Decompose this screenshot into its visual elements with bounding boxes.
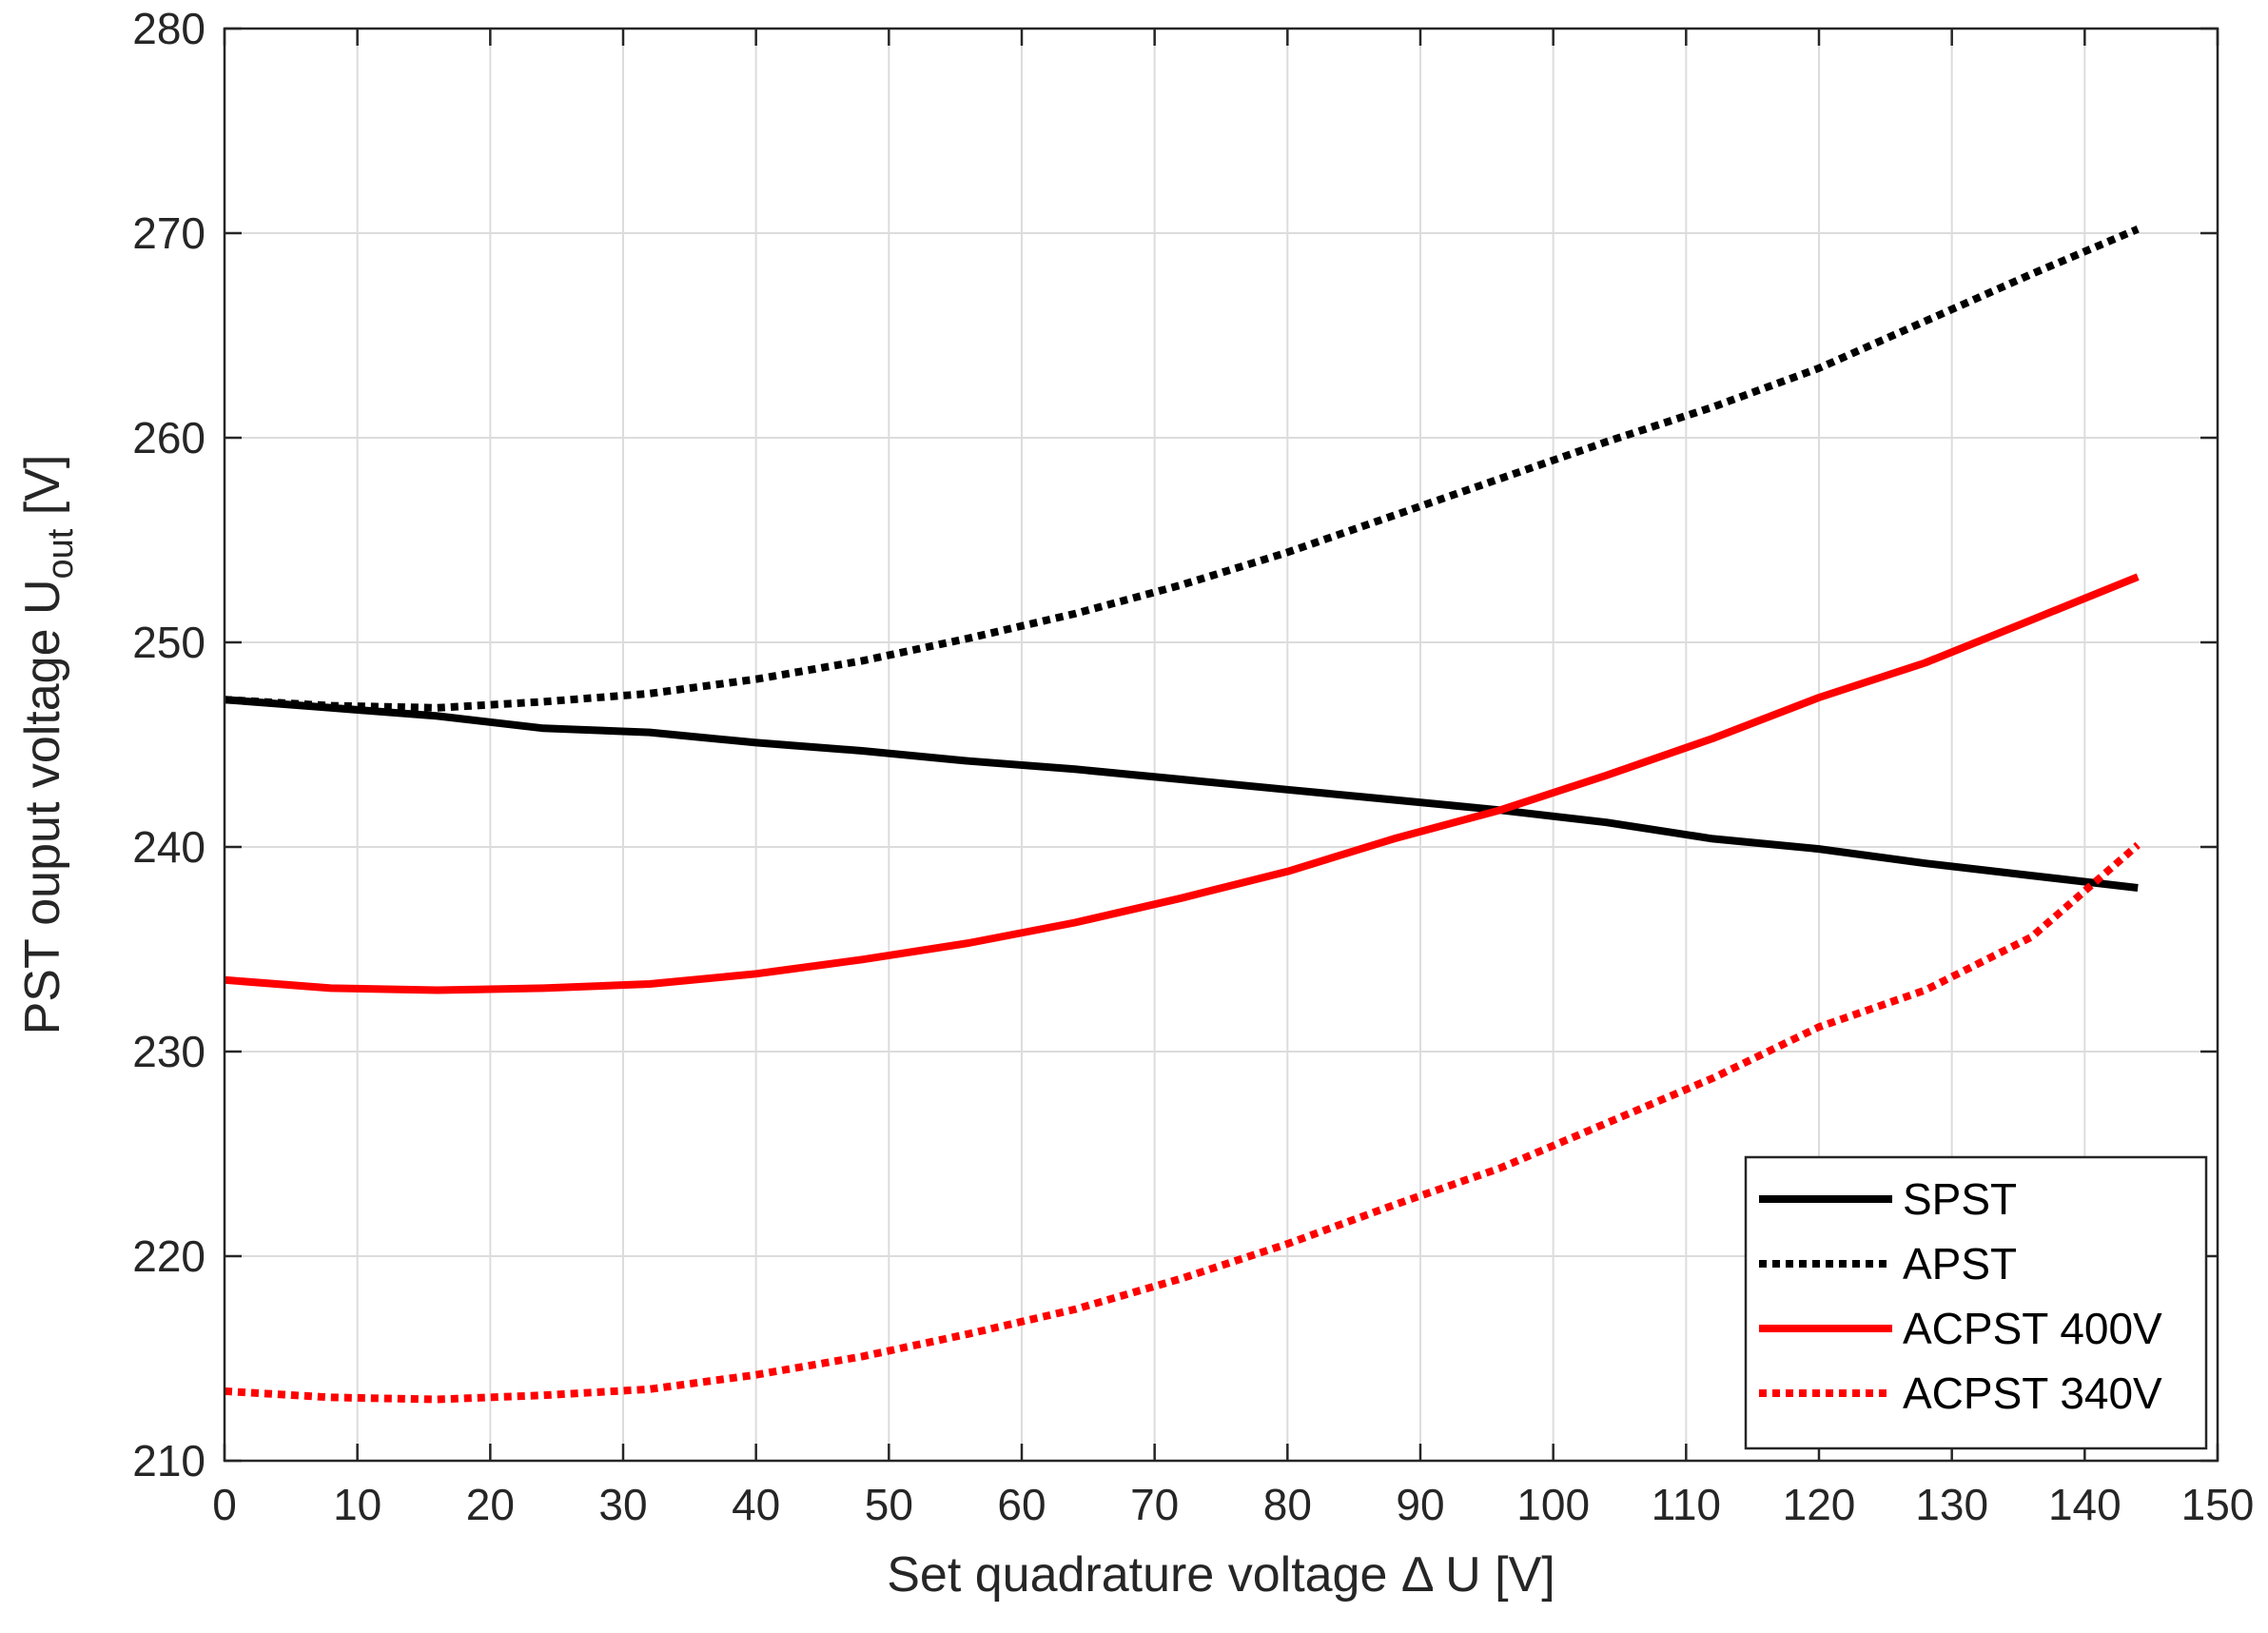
x-tick-label: 70 [1130,1480,1179,1529]
y-tick-label: 280 [132,4,205,53]
x-tick-label: 50 [865,1480,913,1529]
x-tick-label: 90 [1396,1480,1444,1529]
axis-ticks [223,27,2219,1463]
legend-label: ACPST 340V [1903,1368,2162,1418]
y-axis-title-unit: [V] [15,455,70,529]
x-tick-label: 130 [1915,1480,1988,1529]
legend-box [1744,1155,2208,1450]
y-axis-title-main: PST ouput voltage U [15,579,70,1034]
y-tick-label: 250 [132,618,205,667]
series-lines [224,226,2141,1404]
x-tick-label: 140 [2048,1480,2121,1529]
y-axis-title: PST ouput voltage Uout [V] [15,455,81,1035]
x-tick-label: 60 [997,1480,1046,1529]
series-line-acpst-340v [224,841,2141,1404]
x-tick-label: 150 [2181,1480,2255,1529]
x-tick-label: 120 [1783,1480,1856,1529]
axis-tick-labels: 0 10 20 30 40 50 60 70 80 90 100 110 120 130 140 150 210… [132,4,2254,1529]
legend-label: SPST [1903,1174,2017,1224]
series-line-apst [224,226,2140,712]
x-axis-title: Set quadrature voltage Δ U [V] [887,1547,1554,1603]
y-tick-label: 210 [132,1436,205,1485]
y-tick-label: 270 [132,208,205,258]
x-tick-label: 0 [212,1480,237,1529]
x-tick-label: 20 [466,1480,515,1529]
plot-frame [223,27,2219,1463]
grid-lines [224,28,2219,1462]
y-axis-title-subscript: out [41,528,81,579]
series-line-spst [224,696,2139,892]
x-tick-label: 30 [598,1480,647,1529]
legend-label: APST [1903,1239,2017,1289]
x-tick-label: 100 [1516,1480,1590,1529]
y-tick-label: 260 [132,413,205,462]
y-tick-label: 240 [132,822,205,872]
x-tick-label: 40 [732,1480,780,1529]
y-tick-label: 230 [132,1027,205,1076]
y-tick-label: 220 [132,1231,205,1281]
x-tick-label: 80 [1263,1480,1312,1529]
x-tick-label: 110 [1652,1480,1721,1529]
legend: SPST APST ACPST 400V ACPST 340V [1744,1155,2208,1450]
series-line-acpst-400v [224,573,2140,994]
legend-label: ACPST 400V [1903,1304,2162,1353]
x-tick-label: 10 [333,1480,381,1529]
